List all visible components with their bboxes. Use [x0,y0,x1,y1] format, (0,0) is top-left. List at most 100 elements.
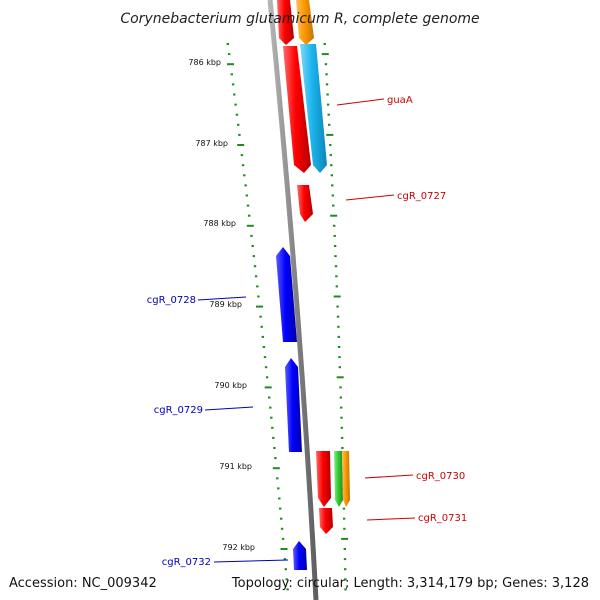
major-tick [321,53,329,56]
gene-arrow [277,0,294,45]
gene-label-cgR_0731: cgR_0731 [418,513,467,524]
minor-tick [256,285,259,288]
minor-tick [280,517,283,520]
minor-tick [339,386,342,389]
scale-labels: 786 kbp 787 kbp 788 kbp 789 kbp 790 kbp … [188,58,255,552]
minor-tick [268,396,271,399]
minor-tick [269,406,272,409]
minor-tick [334,255,337,258]
gene-label-cgR_0728: cgR_0728 [147,295,196,306]
leader-line-cgR_0730 [364,474,414,479]
minor-tick [343,558,347,561]
gene-arrow [316,451,331,507]
minor-tick [327,113,330,116]
minor-tick [276,477,279,480]
reverse-strand-genes [276,247,307,570]
minor-tick [248,214,251,217]
minor-tick [331,194,334,197]
minor-tick [228,53,231,56]
minor-tick [240,154,244,157]
major-tick [330,214,338,217]
scale-label: 792 kbp [222,543,255,552]
major-tick [326,133,334,136]
gene-arrow [342,451,350,507]
scale-label: 790 kbp [214,381,247,390]
minor-tick [261,335,264,338]
minor-tick [338,366,341,369]
gene-label-cgR_0729: cgR_0729 [154,405,203,416]
minor-tick [254,275,258,278]
gene-arrow [296,0,314,45]
scale-label: 791 kbp [219,462,252,471]
minor-tick [335,275,338,278]
gene-label-cgR_0727: cgR_0727 [397,191,446,202]
minor-tick [245,194,248,197]
minor-tick [326,93,329,96]
gene-label-cgR_0730: cgR_0730 [416,471,465,482]
minor-tick [263,356,267,359]
minor-tick [336,315,340,318]
minor-tick [325,83,329,86]
minor-tick [330,174,333,177]
minor-tick [344,568,347,571]
minor-tick [340,416,343,419]
scale-label: 789 kbp [209,300,242,309]
minor-tick [281,537,285,540]
minor-tick [339,396,342,399]
minor-tick [278,497,281,500]
minor-tick [265,376,269,379]
minor-tick [337,325,340,328]
minor-tick [283,558,287,561]
minor-tick [340,436,344,439]
minor-tick [333,234,336,237]
major-tick [256,305,263,308]
scale-label: 788 kbp [203,219,236,228]
minor-tick [333,224,336,227]
gene-arrow [297,185,313,222]
gene-arrow [319,508,333,534]
minor-tick [246,204,250,207]
minor-tick [251,245,254,247]
major-tick [237,144,245,146]
minor-tick [241,164,245,167]
minor-tick [237,123,240,126]
minor-tick [330,164,333,167]
minor-tick [231,83,235,86]
topology-text: Topology: circular; Length: 3,314,179 bp… [231,576,589,591]
major-tick [280,548,288,550]
minor-tick [234,103,237,106]
leader-lines [197,98,416,563]
minor-tick [340,406,343,409]
major-tick [336,376,344,379]
minor-tick [250,234,253,237]
minor-tick [262,346,266,348]
major-tick [264,386,272,389]
leader-line-cgR_0728 [197,296,247,301]
minor-tick [259,315,262,318]
gene-arrow [300,44,327,173]
minor-tick [344,588,347,591]
gene-arrow [285,358,302,452]
gene-arrow [276,247,297,342]
minor-tick [233,93,236,96]
forward-strand-genes [277,0,350,534]
minor-tick [252,255,255,258]
minor-tick [342,517,346,520]
minor-tick [331,184,334,187]
minor-tick [334,265,338,268]
minor-tick [243,174,246,177]
minor-tick [285,578,288,581]
gene-arrow [293,541,307,570]
major-tick [246,224,254,227]
minor-tick [333,245,337,247]
scale-label: 787 kbp [195,139,228,148]
minor-tick [337,335,340,338]
minor-tick [284,568,287,571]
gene-label-guaA: guaA [387,95,413,106]
minor-tick [338,356,341,359]
leader-line-guaA [336,98,385,106]
tick-marks [226,43,349,591]
leader-line-cgR_0729 [204,406,254,411]
minor-tick [325,73,328,76]
